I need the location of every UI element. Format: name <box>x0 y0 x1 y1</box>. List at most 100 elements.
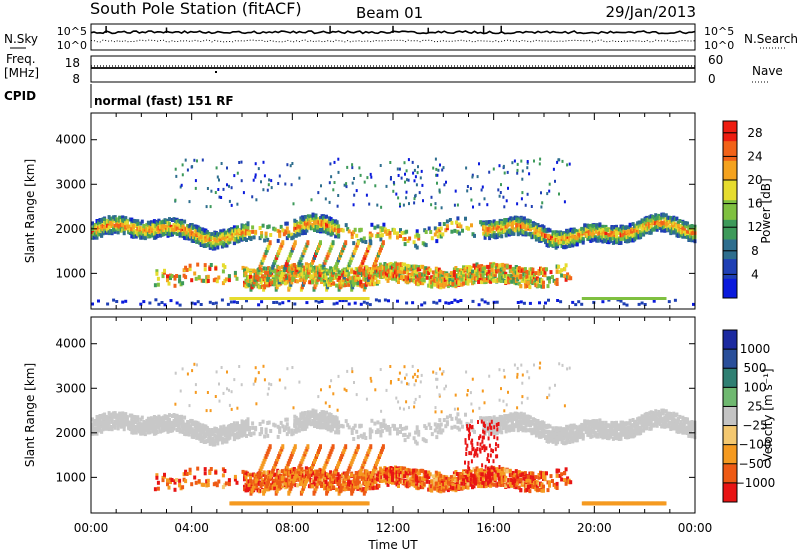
power-cell-4250 <box>203 263 207 268</box>
power-cell-7267 <box>369 172 372 176</box>
power-cell-6728 <box>555 282 559 286</box>
power-cell-6658 <box>537 283 541 288</box>
power-cell-7337 <box>257 167 260 171</box>
power-cell-7561 <box>188 200 191 204</box>
power-cell-2688 <box>534 225 538 230</box>
power-cell-198 <box>112 217 116 222</box>
power-cell-3686 <box>642 232 646 237</box>
power-cell-3072 <box>575 242 579 247</box>
power-cell-3892 <box>664 213 668 218</box>
power-cell-7335 <box>435 173 438 177</box>
power-cell-1200 <box>219 231 223 236</box>
power-cell-7215 <box>407 178 410 182</box>
power-cell-3688 <box>642 227 646 232</box>
power-cell-4260 <box>206 274 210 279</box>
velocity-cell-857 <box>183 415 187 420</box>
power-cell-1904 <box>331 231 335 236</box>
freq-tick-top: 18 <box>65 56 80 70</box>
power-cell-2160 <box>453 228 457 233</box>
power-cell-4232 <box>190 278 194 283</box>
power-cell-260 <box>118 215 122 220</box>
power-cell-7396 <box>438 189 441 193</box>
power-cell-2556 <box>519 219 523 224</box>
power-cell-7777 <box>571 300 575 304</box>
power-cell-7321 <box>220 162 223 165</box>
velocity-cell-1515 <box>278 428 282 433</box>
power-cell-5800 <box>430 284 434 289</box>
power-cell-2582 <box>522 216 526 221</box>
power-cell-2022 <box>376 224 380 229</box>
power-cell-1460 <box>248 231 251 236</box>
power-cell-4258 <box>206 279 210 283</box>
power-cell-7789 <box>640 301 644 305</box>
power-cell-3828 <box>657 221 661 226</box>
power-cell-4234 <box>193 271 197 276</box>
power-cell-7224 <box>228 184 230 188</box>
power-cell-7294 <box>471 175 474 179</box>
power-cell-4242 <box>197 275 201 280</box>
power-cell-7509 <box>466 185 469 188</box>
velocity-cell-539 <box>148 430 152 435</box>
power-cell-6734 <box>555 277 559 282</box>
power-colorbar-segment-6 <box>723 160 737 181</box>
power-cell-1318 <box>232 225 236 230</box>
power-cell-4328 <box>244 270 248 275</box>
power-cell-6400 <box>505 274 509 279</box>
power-cell-4360 <box>249 269 252 274</box>
power-cell-3270 <box>596 238 600 243</box>
power-cell-4592 <box>277 266 281 270</box>
power-cell-7398 <box>284 182 287 186</box>
power-cell-7794 <box>692 302 695 306</box>
power-cell-6048 <box>462 273 465 278</box>
power-cell-3334 <box>604 231 608 236</box>
power-cell-1416 <box>243 233 247 238</box>
power-cell-784 <box>175 232 179 236</box>
power-cell-1978 <box>352 230 356 235</box>
power-cell-1258 <box>225 243 229 248</box>
power-cell-5708 <box>418 272 422 277</box>
power-cell-762 <box>172 230 176 235</box>
power-ytick-label-2000: 2000 <box>55 222 86 236</box>
power-cell-4582 <box>276 275 280 280</box>
power-cell-1130 <box>211 240 215 245</box>
power-cell-7477 <box>277 182 280 185</box>
power-cell-4304 <box>235 276 239 281</box>
velocity-cell-1343 <box>234 425 238 430</box>
power-cell-7459 <box>333 160 336 164</box>
power-cell-3842 <box>658 218 662 223</box>
power-cell-1500 <box>269 233 273 237</box>
power-cell-7169 <box>548 182 551 186</box>
nsky-tick-top: 10^5 <box>57 25 87 38</box>
power-cell-7359 <box>538 162 541 166</box>
power-cell-3210 <box>590 238 594 243</box>
power-cell-3800 <box>654 213 658 218</box>
power-cell-4208 <box>178 279 182 284</box>
power-cell-4108 <box>687 237 691 242</box>
power-cell-6164 <box>475 272 479 277</box>
velocity-cell-1511 <box>278 426 282 431</box>
power-cell-2408 <box>504 233 508 238</box>
station-title: South Pole Station (fitACF) <box>90 0 302 18</box>
power-cell-7244 <box>260 180 262 184</box>
power-cell-6748 <box>563 274 567 278</box>
power-cell-5922 <box>445 273 449 277</box>
power-cell-7715 <box>226 302 230 306</box>
power-cell-1046 <box>202 239 206 244</box>
power-cell-7763 <box>480 298 484 302</box>
power-cell-4180 <box>161 274 165 279</box>
power-cell-7793 <box>673 298 677 302</box>
power-cell-1538 <box>290 232 294 237</box>
power-cell-1992 <box>359 227 363 232</box>
power-cell-4618 <box>280 265 284 270</box>
power-cell-46 <box>95 235 99 240</box>
power-cell-2414 <box>504 218 508 222</box>
power-cell-7320 <box>399 204 401 208</box>
power-cell-1284 <box>228 234 232 239</box>
power-cell-7511 <box>418 191 421 195</box>
power-cell-1428 <box>245 238 248 242</box>
power-cell-1242 <box>223 236 227 241</box>
power-cell-7501 <box>222 187 225 191</box>
power-cell-7464 <box>472 205 474 209</box>
velocity-cell-759 <box>172 413 176 417</box>
power-cell-2004 <box>368 233 372 238</box>
